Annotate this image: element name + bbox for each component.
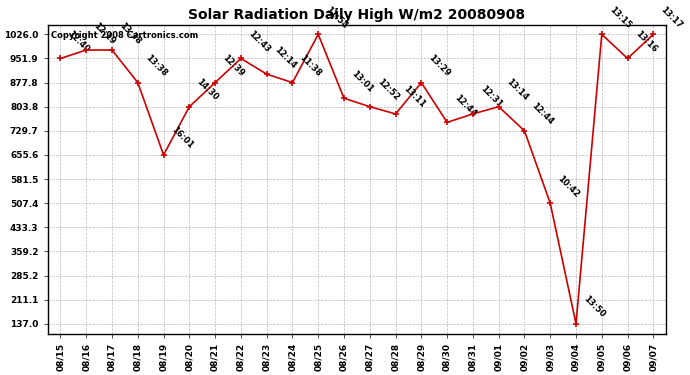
Text: 12:31: 12:31 bbox=[478, 84, 504, 110]
Text: 12:52: 12:52 bbox=[375, 77, 401, 102]
Text: 12:19: 12:19 bbox=[92, 21, 117, 46]
Title: Solar Radiation Daily High W/m2 20080908: Solar Radiation Daily High W/m2 20080908 bbox=[188, 8, 526, 22]
Text: 13:38: 13:38 bbox=[117, 21, 143, 46]
Text: 13:11: 13:11 bbox=[401, 84, 426, 110]
Text: 13:38: 13:38 bbox=[144, 53, 168, 78]
Text: 13:14: 13:14 bbox=[504, 77, 529, 102]
Text: 16:01: 16:01 bbox=[169, 126, 195, 151]
Text: 13:16: 13:16 bbox=[633, 29, 658, 54]
Text: 11:38: 11:38 bbox=[298, 53, 323, 78]
Text: 13:50: 13:50 bbox=[582, 294, 607, 320]
Text: 13:17: 13:17 bbox=[659, 5, 684, 30]
Text: 13:15: 13:15 bbox=[607, 5, 633, 30]
Text: 12:14: 12:14 bbox=[273, 45, 297, 70]
Text: 13:01: 13:01 bbox=[350, 69, 375, 94]
Text: 13:29: 13:29 bbox=[427, 53, 452, 78]
Text: 12:39: 12:39 bbox=[221, 53, 246, 78]
Text: 12:40: 12:40 bbox=[66, 29, 91, 54]
Text: 14:30: 14:30 bbox=[195, 77, 220, 102]
Text: 12:44: 12:44 bbox=[530, 101, 555, 127]
Text: 11:54: 11:54 bbox=[324, 5, 349, 30]
Text: 10:42: 10:42 bbox=[555, 174, 581, 199]
Text: 12:43: 12:43 bbox=[246, 29, 272, 54]
Text: Copyright 2008 Cartronics.com: Copyright 2008 Cartronics.com bbox=[50, 31, 198, 40]
Text: 12:44: 12:44 bbox=[453, 93, 478, 118]
